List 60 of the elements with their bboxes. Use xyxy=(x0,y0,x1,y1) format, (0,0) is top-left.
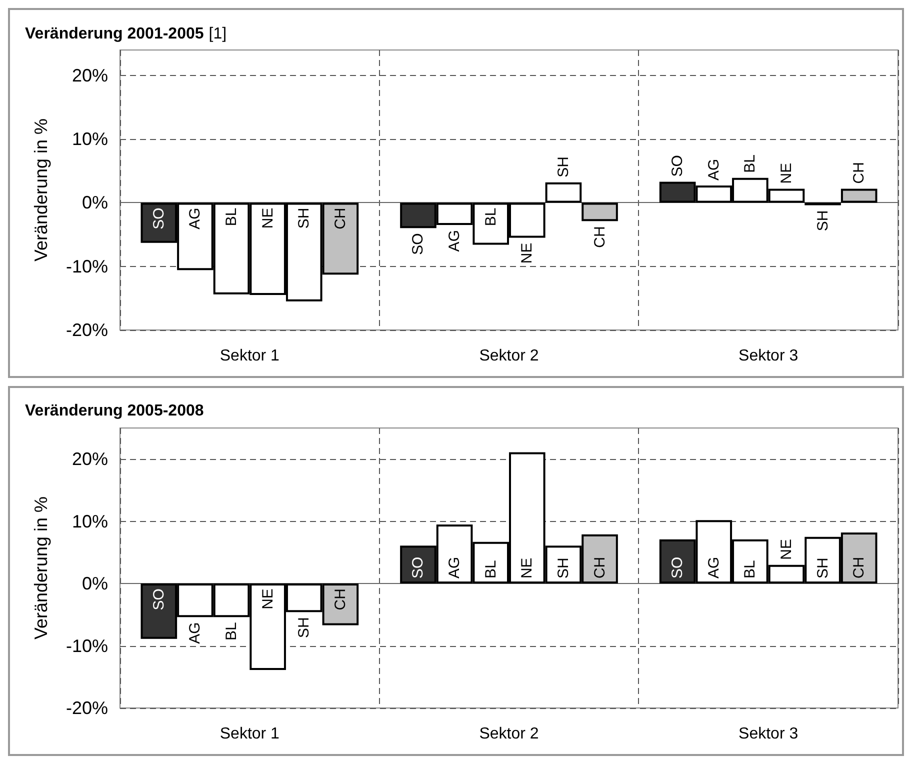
series-label: SO xyxy=(150,588,168,610)
text: NE xyxy=(778,539,795,560)
text: CH xyxy=(591,226,608,248)
x-tick-label: Sektor 2 xyxy=(479,348,539,364)
x-tick-label: Sektor 3 xyxy=(738,726,798,742)
text: SO xyxy=(410,556,427,579)
y-tick-label: -20% xyxy=(66,320,108,340)
x-tick-label: Sektor 1 xyxy=(220,348,280,364)
bar xyxy=(545,182,582,203)
text: NE xyxy=(778,162,795,184)
text: SH xyxy=(296,617,313,638)
y-axis-title: Veränderung in % xyxy=(31,118,51,262)
x-tick-label: Sektor 2 xyxy=(479,726,539,742)
y-tick-label: 0% xyxy=(82,192,108,213)
series-label: NE xyxy=(259,208,276,229)
text: SO xyxy=(410,233,427,255)
series-label: CH xyxy=(332,588,349,610)
text: SO xyxy=(669,155,686,177)
series-label: BL xyxy=(223,208,240,226)
text: BL xyxy=(482,208,500,226)
text: SH xyxy=(554,156,572,178)
series-label: SH xyxy=(296,208,313,229)
text: SO xyxy=(669,556,686,579)
text: SH xyxy=(814,558,832,579)
text: BL xyxy=(742,560,759,579)
y-tick-label: -10% xyxy=(66,256,108,276)
text: CH xyxy=(850,162,868,184)
y-tick-label: -20% xyxy=(66,698,108,718)
text: BL xyxy=(742,154,759,173)
series-label: CH xyxy=(332,208,349,230)
text: [1] xyxy=(208,26,227,42)
y-tick-label: 0% xyxy=(82,574,108,594)
y-tick-label: 10% xyxy=(72,511,108,532)
series-label: BL xyxy=(482,560,500,579)
y-axis-title: Veränderung in % xyxy=(31,496,51,640)
bar xyxy=(840,188,878,203)
text: AG xyxy=(446,230,464,252)
text: AG xyxy=(705,556,722,579)
series-label: AG xyxy=(186,208,204,230)
series-label: SO xyxy=(150,208,168,230)
text: NE xyxy=(518,558,536,579)
chart-title: Veränderung 2005-2008 xyxy=(25,402,204,420)
text: AG xyxy=(186,622,204,644)
series-label: AG xyxy=(446,556,464,579)
text: BL xyxy=(223,622,240,641)
series-label: NE xyxy=(259,588,276,610)
text: CH xyxy=(591,556,608,579)
y-tick-label: 10% xyxy=(72,129,108,150)
x-tick-label: Sektor 3 xyxy=(738,348,798,364)
x-tick-label: Sektor 1 xyxy=(220,726,280,742)
chart-title: Veränderung 2001-2005 xyxy=(25,26,204,42)
y-tick-label: 20% xyxy=(72,65,108,86)
y-tick-label: -10% xyxy=(66,636,108,656)
text: AG xyxy=(705,158,722,181)
text: NE xyxy=(518,242,536,264)
text: SH xyxy=(814,210,832,232)
bar xyxy=(582,202,618,222)
series-label: SH xyxy=(554,558,572,579)
text: CH xyxy=(850,556,868,579)
y-tick-label: 20% xyxy=(72,449,108,470)
